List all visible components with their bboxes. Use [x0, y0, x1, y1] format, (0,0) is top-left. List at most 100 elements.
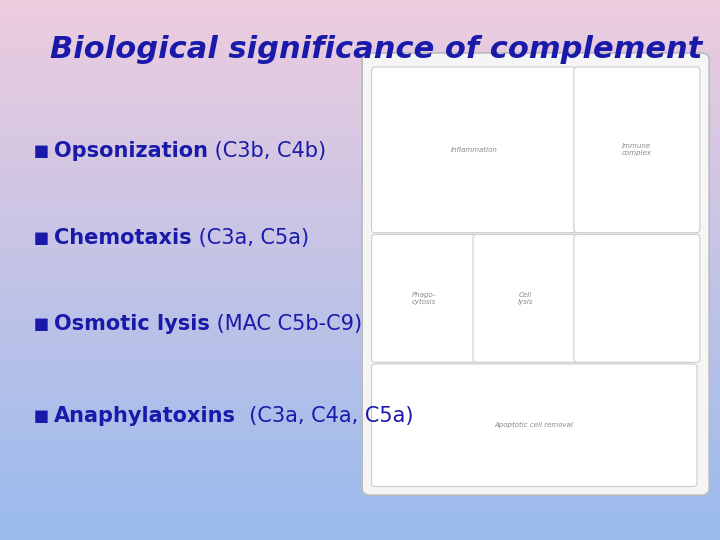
Bar: [0, 249, 720, 251]
Text: Phago-
cytosis: Phago- cytosis: [412, 292, 436, 305]
Bar: [0, 373, 720, 374]
Bar: [0, 274, 720, 275]
Bar: [0, 278, 720, 280]
Bar: [0, 193, 720, 194]
Bar: [0, 170, 720, 172]
Bar: [0, 372, 720, 373]
Bar: [0, 539, 720, 540]
FancyBboxPatch shape: [574, 67, 700, 233]
Bar: [0, 12, 720, 14]
Bar: [0, 105, 720, 106]
Bar: [0, 233, 720, 235]
Bar: [0, 443, 720, 444]
Bar: [0, 20, 720, 22]
Bar: [0, 394, 720, 395]
Bar: [0, 374, 720, 375]
Bar: [0, 103, 720, 104]
Bar: [0, 307, 720, 308]
Bar: [0, 243, 720, 244]
Bar: [0, 438, 720, 440]
Bar: [0, 141, 720, 143]
Bar: [0, 432, 720, 433]
Bar: [0, 78, 720, 79]
Text: Cell
lysis: Cell lysis: [518, 292, 533, 305]
Bar: [0, 303, 720, 305]
Bar: [0, 402, 720, 404]
Text: ▪: ▪: [32, 312, 50, 336]
Bar: [0, 335, 720, 336]
Bar: [0, 465, 720, 467]
Bar: [0, 104, 720, 105]
Bar: [0, 79, 720, 81]
Bar: [0, 25, 720, 27]
Bar: [0, 211, 720, 212]
Bar: [0, 28, 720, 30]
Bar: [0, 157, 720, 158]
Bar: [0, 444, 720, 446]
Bar: [0, 196, 720, 197]
Bar: [0, 348, 720, 350]
Bar: [0, 485, 720, 486]
Bar: [0, 390, 720, 392]
Bar: [0, 477, 720, 478]
Bar: [0, 287, 720, 289]
Bar: [0, 36, 720, 38]
Bar: [0, 76, 720, 77]
Bar: [0, 338, 720, 339]
Bar: [0, 436, 720, 437]
Text: Inflammation: Inflammation: [451, 147, 498, 153]
Bar: [0, 345, 720, 346]
Bar: [0, 322, 720, 324]
Bar: [0, 490, 720, 491]
Bar: [0, 156, 720, 157]
Bar: [0, 9, 720, 11]
Bar: [0, 235, 720, 237]
Bar: [0, 305, 720, 306]
FancyBboxPatch shape: [372, 364, 697, 487]
Bar: [0, 2, 720, 3]
Bar: [0, 119, 720, 120]
Bar: [0, 486, 720, 487]
Bar: [0, 325, 720, 327]
Bar: [0, 107, 720, 108]
Bar: [0, 212, 720, 213]
Bar: [0, 5, 720, 6]
Bar: [0, 395, 720, 397]
Bar: [0, 347, 720, 348]
Bar: [0, 447, 720, 448]
Bar: [0, 426, 720, 427]
Bar: [0, 346, 720, 347]
Bar: [0, 364, 720, 366]
Bar: [0, 201, 720, 202]
Bar: [0, 451, 720, 453]
Bar: [0, 281, 720, 282]
Bar: [0, 517, 720, 518]
Bar: [0, 491, 720, 492]
Bar: [0, 6, 720, 8]
Bar: [0, 392, 720, 393]
Bar: [0, 240, 720, 241]
Bar: [0, 148, 720, 150]
Bar: [0, 140, 720, 141]
Bar: [0, 81, 720, 82]
Text: Opsonization: Opsonization: [54, 141, 208, 161]
Bar: [0, 454, 720, 455]
Bar: [0, 379, 720, 381]
Bar: [0, 24, 720, 25]
Bar: [0, 120, 720, 122]
Bar: [0, 68, 720, 69]
Bar: [0, 3, 720, 4]
Bar: [0, 53, 720, 54]
Bar: [0, 271, 720, 273]
Bar: [0, 122, 720, 123]
Bar: [0, 498, 720, 500]
Bar: [0, 528, 720, 529]
Bar: [0, 213, 720, 214]
Bar: [0, 294, 720, 296]
Bar: [0, 65, 720, 66]
Bar: [0, 362, 720, 363]
Bar: [0, 144, 720, 146]
Bar: [0, 138, 720, 139]
Bar: [0, 199, 720, 200]
Bar: [0, 536, 720, 537]
